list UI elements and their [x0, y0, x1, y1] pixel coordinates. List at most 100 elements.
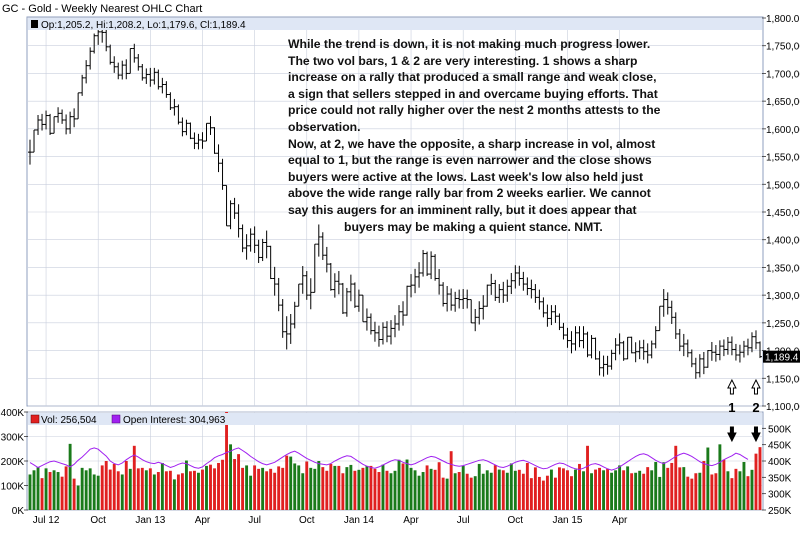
volume-bar [650, 470, 654, 510]
volume-bar [726, 471, 730, 510]
volume-bar [529, 478, 533, 510]
volume-bar [590, 473, 593, 510]
x-tick-label: Jan 15 [552, 515, 582, 526]
volume-bar [285, 455, 289, 510]
volume-bar [64, 466, 68, 510]
volume-bar [750, 469, 754, 510]
volume-bar [140, 467, 144, 510]
volume-bar [353, 470, 357, 510]
volume-bar [104, 461, 108, 510]
volume-bar [305, 461, 309, 510]
volume-bar [128, 468, 132, 510]
volume-bar [654, 461, 658, 510]
volume-bar [670, 462, 674, 510]
volume-bar [493, 465, 497, 510]
volume-bar [80, 467, 84, 510]
volume-bar [690, 478, 694, 510]
volume-tick-label: 200K [1, 457, 25, 468]
volume-bar [686, 476, 690, 510]
volume-bar [148, 468, 152, 510]
up-arrow-icon [751, 378, 761, 395]
volume-bar [349, 464, 353, 510]
oi-tick-label: 500K [768, 424, 792, 435]
volume-bar [437, 462, 441, 510]
x-tick-label: Apr [195, 515, 211, 526]
volume-bar [582, 471, 585, 510]
ohlc-header-strip [28, 18, 762, 30]
ohlc-legend-swatch [31, 20, 38, 28]
volume-bar [481, 473, 485, 510]
volume-bar [682, 467, 686, 510]
volume-bar [549, 469, 553, 510]
annotation-line: The two vol bars, 1 & 2 are very interes… [288, 53, 638, 68]
volume-bar [301, 473, 305, 510]
price-tick-label: 1,400,000 [766, 236, 800, 247]
volume-bar [409, 467, 413, 510]
volume-bar [168, 470, 172, 510]
oi-legend-swatch [111, 414, 121, 424]
volume-bar [297, 465, 301, 510]
volume-bar [586, 445, 589, 510]
volume-bar [96, 475, 100, 510]
oi-tick-label: 300K [768, 490, 792, 501]
volume-bar [217, 462, 220, 510]
volume-bar [32, 470, 36, 510]
volume-bar [618, 465, 622, 510]
price-tick-label: 1,800.0 [766, 14, 800, 25]
volume-bar [718, 444, 722, 510]
volume-bar [537, 476, 541, 510]
volume-tick-label: 100K [1, 482, 25, 493]
volume-bar [694, 473, 698, 510]
volume-bar [40, 478, 44, 510]
volume-bar [84, 470, 88, 510]
volume-bar [630, 473, 634, 510]
x-tick-label: Oct [508, 515, 524, 526]
volume-bar [225, 412, 228, 510]
price-tick-label: 1,500,000 [766, 180, 800, 191]
volume-bar [369, 465, 373, 510]
volume-bar [666, 467, 670, 510]
annotation-line: price could not rally higher over the ne… [288, 103, 661, 118]
price-tick-label: 1,350,000 [766, 263, 800, 274]
volume-bar [746, 476, 750, 510]
volume-bar [28, 474, 32, 510]
volume-bar [249, 475, 253, 510]
volume-bar [373, 468, 377, 510]
volume-bar [341, 473, 345, 510]
annotation-line: buyers may be making a quient stance. NM… [344, 219, 603, 234]
volume-bar [477, 463, 481, 510]
volume-bar [606, 468, 610, 510]
volume-bar [393, 470, 397, 510]
volume-bar [453, 473, 457, 510]
price-tick-label: 1,600,000 [766, 125, 800, 136]
volume-bar [176, 474, 180, 510]
volume-bar [136, 468, 140, 510]
volume-bar [485, 470, 489, 510]
volume-bar [381, 464, 385, 510]
volume-bar [517, 469, 521, 510]
volume-bar [164, 471, 168, 510]
volume-bar [144, 470, 148, 510]
oi-legend-label: Open Interest: 304,963 [123, 415, 226, 426]
volume-bars [28, 412, 762, 510]
volume-bar [501, 470, 505, 510]
volume-bar [533, 467, 537, 510]
volume-bar [213, 468, 216, 510]
volume-bar [205, 465, 208, 510]
volume-bar [562, 468, 565, 510]
annotation-line: say this augers for an imminent rally, b… [288, 202, 637, 217]
annotation-line: a sign that sellers stepped in and overc… [288, 86, 658, 101]
volume-bar [44, 468, 48, 510]
volume-bar [229, 444, 232, 510]
volume-bar [357, 469, 361, 510]
volume-bar [674, 445, 678, 510]
annotation-line: While the trend is down, it is not makin… [288, 37, 651, 51]
x-tick-label: Jul [248, 515, 261, 526]
volume-bar [634, 472, 638, 510]
volume-bar [241, 467, 245, 510]
x-tick-label: Jul 12 [33, 515, 60, 526]
volume-bar [313, 468, 317, 510]
volume-bar [405, 459, 409, 510]
